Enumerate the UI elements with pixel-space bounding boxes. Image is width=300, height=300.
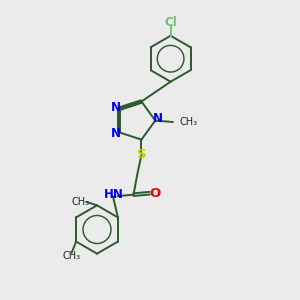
Text: N: N xyxy=(153,112,163,125)
Text: CH₃: CH₃ xyxy=(72,197,90,207)
Text: CH₃: CH₃ xyxy=(179,117,198,127)
Text: N: N xyxy=(111,101,121,114)
Text: S: S xyxy=(137,148,146,161)
Text: O: O xyxy=(149,187,161,200)
Text: HN: HN xyxy=(104,188,124,201)
Text: Cl: Cl xyxy=(164,16,177,29)
Text: N: N xyxy=(111,127,121,140)
Text: CH₃: CH₃ xyxy=(63,251,81,261)
